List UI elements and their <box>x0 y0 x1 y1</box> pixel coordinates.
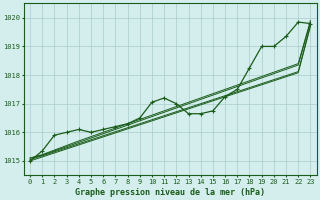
X-axis label: Graphe pression niveau de la mer (hPa): Graphe pression niveau de la mer (hPa) <box>75 188 265 197</box>
